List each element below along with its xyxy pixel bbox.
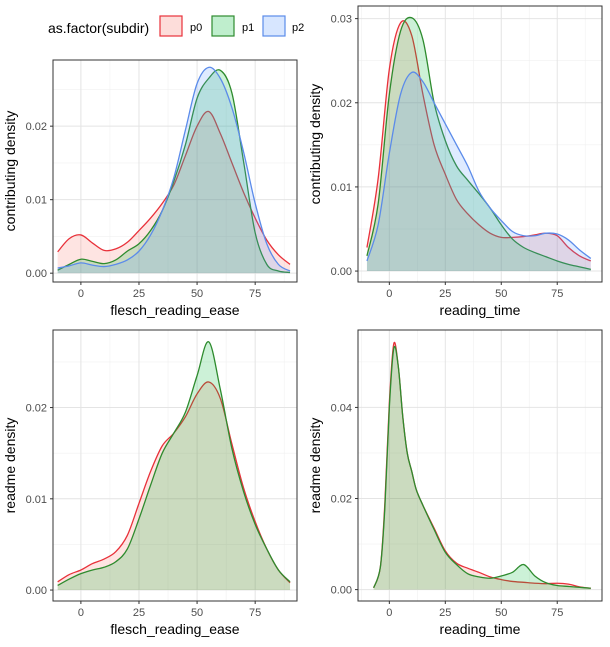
y-tick-label: 0.02 bbox=[26, 403, 47, 415]
x-tick-label: 0 bbox=[386, 607, 392, 619]
legend-key-p0 bbox=[159, 15, 183, 37]
panel-4: 0 25 50 75 0.00 0.02 0.04 reading_time readme de… bbox=[307, 329, 603, 637]
y-axis-title: contributing density bbox=[307, 84, 323, 205]
panels: 0 25 50 75 0.00 0.01 0.02 flesch_reading_ease co… bbox=[2, 5, 603, 637]
x-tick-label: 75 bbox=[551, 607, 563, 619]
density-line-p1 bbox=[57, 341, 291, 587]
panel-border bbox=[52, 59, 298, 283]
panel-3: 0 25 50 75 0.00 0.01 0.02 flesch_reading_ease re… bbox=[2, 329, 298, 637]
legend-label-p0: p0 bbox=[190, 22, 202, 34]
density-area-p2 bbox=[57, 67, 291, 274]
y-tick-label: 0.04 bbox=[331, 402, 352, 414]
y-tick-label: 0.03 bbox=[331, 14, 352, 26]
y-tick-label: 0.00 bbox=[331, 266, 352, 278]
density-area-p2 bbox=[366, 72, 591, 272]
legend-item-p1: p1 bbox=[211, 15, 254, 37]
panel-border bbox=[357, 329, 603, 602]
x-axis-title: reading_time bbox=[440, 621, 521, 637]
x-tick-label: 50 bbox=[495, 607, 507, 619]
panel-background bbox=[53, 330, 297, 601]
x-tick-label: 75 bbox=[249, 288, 261, 300]
legend-item-p2: p2 bbox=[262, 15, 304, 37]
density-line-p1 bbox=[373, 345, 591, 589]
y-tick-label: 0.00 bbox=[26, 585, 47, 597]
y-tick-label: 0.00 bbox=[26, 268, 47, 280]
panel-border bbox=[357, 5, 603, 283]
y-axis-title: readme density bbox=[2, 418, 18, 514]
legend-key-p2 bbox=[262, 15, 286, 37]
density-line-p1 bbox=[366, 16, 591, 271]
x-tick-label: 75 bbox=[551, 288, 563, 300]
density-line-p2 bbox=[57, 66, 291, 272]
density-area-p1 bbox=[57, 341, 291, 591]
x-axis-title: flesch_reading_ease bbox=[110, 302, 239, 318]
density-area-p1 bbox=[57, 69, 291, 274]
density-line-p0 bbox=[373, 341, 591, 589]
x-tick-label: 75 bbox=[249, 607, 261, 619]
x-tick-label: 25 bbox=[133, 607, 145, 619]
y-tick-label: 0.01 bbox=[26, 195, 47, 207]
density-area-p0 bbox=[57, 381, 291, 591]
y-tick-label: 0.00 bbox=[331, 585, 352, 597]
legend-label-p1: p1 bbox=[242, 22, 254, 34]
y-tick-label: 0.02 bbox=[26, 121, 47, 133]
legend-key-p1 bbox=[211, 15, 235, 37]
x-tick-label: 50 bbox=[191, 607, 203, 619]
density-area-p0 bbox=[366, 20, 591, 272]
density-area-p0 bbox=[57, 111, 291, 274]
legend-label-p2: p2 bbox=[292, 22, 304, 34]
legend-title: as.factor(subdir) bbox=[48, 20, 149, 36]
density-area-p1 bbox=[373, 346, 591, 590]
x-axis-title: flesch_reading_ease bbox=[110, 621, 239, 637]
panel-2: 0 25 50 75 0.00 0.01 0.02 0.03 reading_time contr… bbox=[307, 5, 603, 318]
x-tick-label: 25 bbox=[439, 288, 451, 300]
density-line-p1 bbox=[57, 69, 291, 274]
y-tick-label: 0.02 bbox=[331, 494, 352, 506]
density-area-p0 bbox=[373, 342, 591, 590]
density-line-p2 bbox=[366, 71, 592, 262]
x-tick-label: 25 bbox=[439, 607, 451, 619]
y-tick-label: 0.01 bbox=[331, 182, 352, 194]
x-axis-title: reading_time bbox=[440, 302, 521, 318]
x-tick-label: 0 bbox=[386, 288, 392, 300]
y-axis-title: readme density bbox=[307, 418, 323, 514]
x-tick-label: 25 bbox=[133, 288, 145, 300]
density-line-p0 bbox=[366, 20, 592, 262]
y-tick-label: 0.02 bbox=[331, 98, 352, 110]
y-tick-label: 0.01 bbox=[26, 494, 47, 506]
x-tick-label: 50 bbox=[191, 288, 203, 300]
y-axis-title: contributing density bbox=[2, 111, 18, 232]
x-tick-label: 50 bbox=[495, 288, 507, 300]
legend-item-p0: p0 bbox=[159, 15, 202, 37]
panel-border bbox=[52, 329, 298, 602]
panel-1: 0 25 50 75 0.00 0.01 0.02 flesch_reading_ease co… bbox=[2, 59, 298, 318]
x-tick-label: 0 bbox=[78, 607, 84, 619]
x-tick-label: 0 bbox=[78, 288, 84, 300]
legend: as.factor(subdir) p0 p1 p2 bbox=[48, 15, 304, 37]
